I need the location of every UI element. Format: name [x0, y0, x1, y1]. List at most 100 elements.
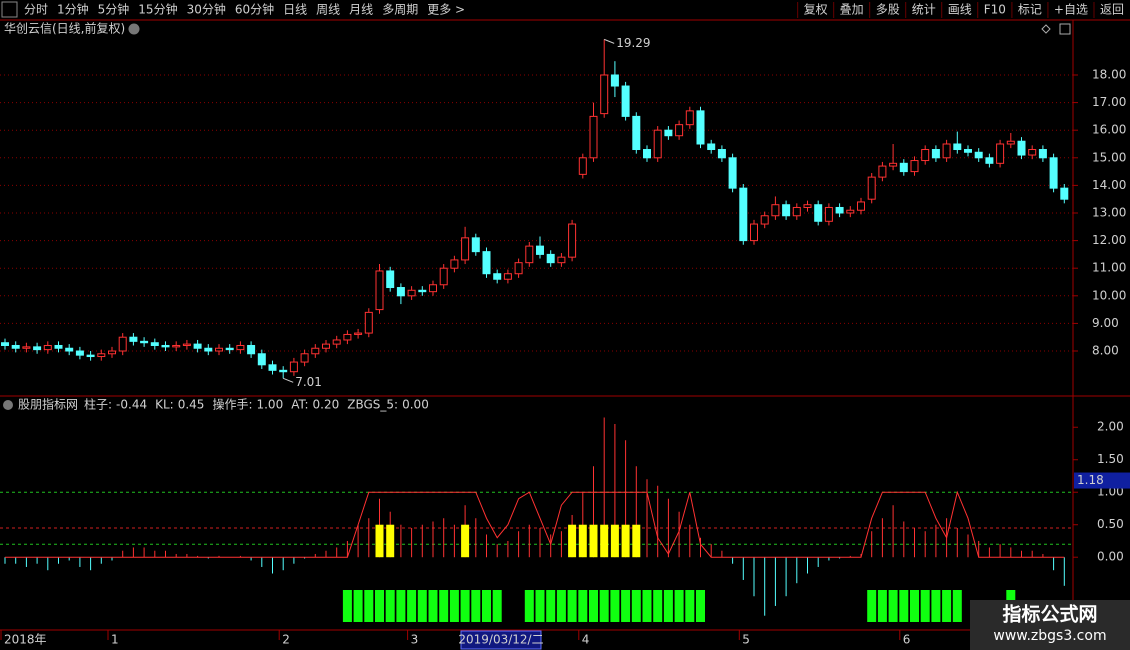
- candle-body: [75, 350, 84, 356]
- candle-body: [910, 160, 919, 173]
- signal-block: [364, 590, 374, 622]
- signal-block: [931, 590, 941, 622]
- toolbar-item[interactable]: 画线: [948, 3, 972, 17]
- signal-bar: [386, 524, 395, 558]
- signal-block: [674, 590, 684, 622]
- signal-block: [589, 590, 598, 622]
- candle-body: [300, 353, 309, 363]
- y-tick-label: 0.00: [1097, 550, 1124, 564]
- candle-body: [193, 343, 202, 349]
- signal-block: [439, 590, 449, 622]
- toolbar-item[interactable]: 日线: [283, 3, 307, 17]
- candle-body: [43, 344, 52, 351]
- toolbar-item[interactable]: 月线: [349, 3, 373, 17]
- title-menu[interactable]: [128, 23, 140, 35]
- legend-value: 1.00: [256, 398, 283, 412]
- menu-icon[interactable]: [1, 1, 18, 18]
- y-tick-label: 12.00: [1092, 233, 1126, 247]
- chart-title: 华创云信(日线,前复权): [4, 21, 125, 36]
- toolbar-item[interactable]: +自选: [1054, 3, 1088, 17]
- toolbar-item[interactable]: 多周期: [382, 3, 418, 17]
- signal-block: [449, 590, 459, 622]
- candle-body: [150, 342, 159, 346]
- current-value: 1.18: [1077, 473, 1104, 487]
- candle-body: [471, 237, 480, 253]
- candle-body: [514, 262, 523, 275]
- signal-block: [535, 590, 545, 622]
- x-tick-label: 6: [903, 633, 911, 647]
- toolbar-item[interactable]: 周线: [316, 3, 340, 17]
- y-tick-label: 14.00: [1092, 178, 1126, 192]
- candle-body: [568, 223, 577, 258]
- indicator-title: 股朋指标网: [18, 397, 78, 412]
- candle-body: [1017, 140, 1026, 156]
- candle-body: [322, 343, 330, 349]
- candle-body: [578, 157, 587, 175]
- x-tick-label: 5: [742, 633, 750, 647]
- signal-bar: [621, 524, 630, 558]
- toolbar-item[interactable]: 更多 >: [427, 3, 465, 17]
- signal-block: [556, 590, 566, 622]
- candle-body: [557, 256, 566, 264]
- signal-bar: [578, 524, 587, 558]
- signal-block: [375, 590, 384, 622]
- toolbar-item[interactable]: F10: [984, 3, 1006, 17]
- toolbar-item[interactable]: 60分钟: [235, 2, 274, 17]
- toolbar-item[interactable]: 标记: [1018, 3, 1042, 17]
- legend-name: ZBGS_5:: [347, 398, 398, 412]
- toolbar-item[interactable]: 叠加: [840, 3, 864, 17]
- legend-name: 柱子:: [84, 397, 112, 412]
- toolbar-item[interactable]: 30分钟: [187, 2, 226, 17]
- icon[interactable]: [1041, 24, 1051, 34]
- candle-body: [653, 129, 662, 159]
- candle-body: [1038, 149, 1047, 159]
- candle-body: [792, 206, 801, 217]
- candle-body: [1028, 149, 1037, 156]
- toolbar-item[interactable]: 统计: [912, 3, 936, 17]
- signal-block: [867, 590, 877, 622]
- candle-body: [814, 204, 823, 222]
- toolbar-item[interactable]: 1分钟: [57, 2, 89, 17]
- signal-block: [685, 590, 695, 622]
- signal-block: [888, 590, 898, 622]
- candle-body: [268, 364, 277, 371]
- candle-body: [985, 157, 994, 164]
- candle-body: [140, 340, 149, 344]
- toolbar-item[interactable]: 15分钟: [138, 2, 177, 17]
- y-tick-label: 8.00: [1092, 344, 1119, 358]
- toolbar-item[interactable]: 复权: [804, 3, 828, 17]
- candle-body: [118, 336, 127, 352]
- candle-body: [407, 289, 416, 297]
- signal-block: [546, 590, 556, 622]
- candle-body: [835, 206, 844, 214]
- candle-body: [364, 311, 373, 334]
- toolbar-item[interactable]: 5分钟: [98, 2, 130, 17]
- x-tick-label: 4: [582, 633, 590, 647]
- signal-block: [920, 590, 930, 622]
- candle-body: [996, 143, 1005, 164]
- candle-body: [396, 287, 405, 297]
- candle-body: [172, 344, 181, 348]
- candle-body: [33, 346, 42, 351]
- toolbar-item[interactable]: 多股: [876, 3, 900, 17]
- signal-block: [631, 590, 641, 622]
- signal-block: [621, 590, 631, 622]
- signal-block: [578, 590, 588, 622]
- candle-body: [685, 110, 694, 126]
- candle-body: [493, 273, 502, 280]
- cursor-date: 2019/03/12/二: [458, 633, 543, 647]
- signal-block: [663, 590, 673, 622]
- toolbar-item[interactable]: 分时: [24, 3, 48, 17]
- indicator-menu[interactable]: [3, 400, 13, 410]
- signal-block: [524, 590, 534, 622]
- annotation-arrow: [604, 38, 615, 44]
- candle-body: [22, 346, 31, 349]
- candle-body: [857, 201, 865, 211]
- signal-block: [417, 590, 427, 622]
- toolbar-item[interactable]: 返回: [1100, 3, 1124, 17]
- candle-body: [65, 347, 74, 352]
- icon[interactable]: [1059, 23, 1071, 35]
- signal-block: [396, 590, 406, 622]
- y-tick-label: 1.50: [1097, 452, 1124, 466]
- candle-body: [632, 115, 641, 151]
